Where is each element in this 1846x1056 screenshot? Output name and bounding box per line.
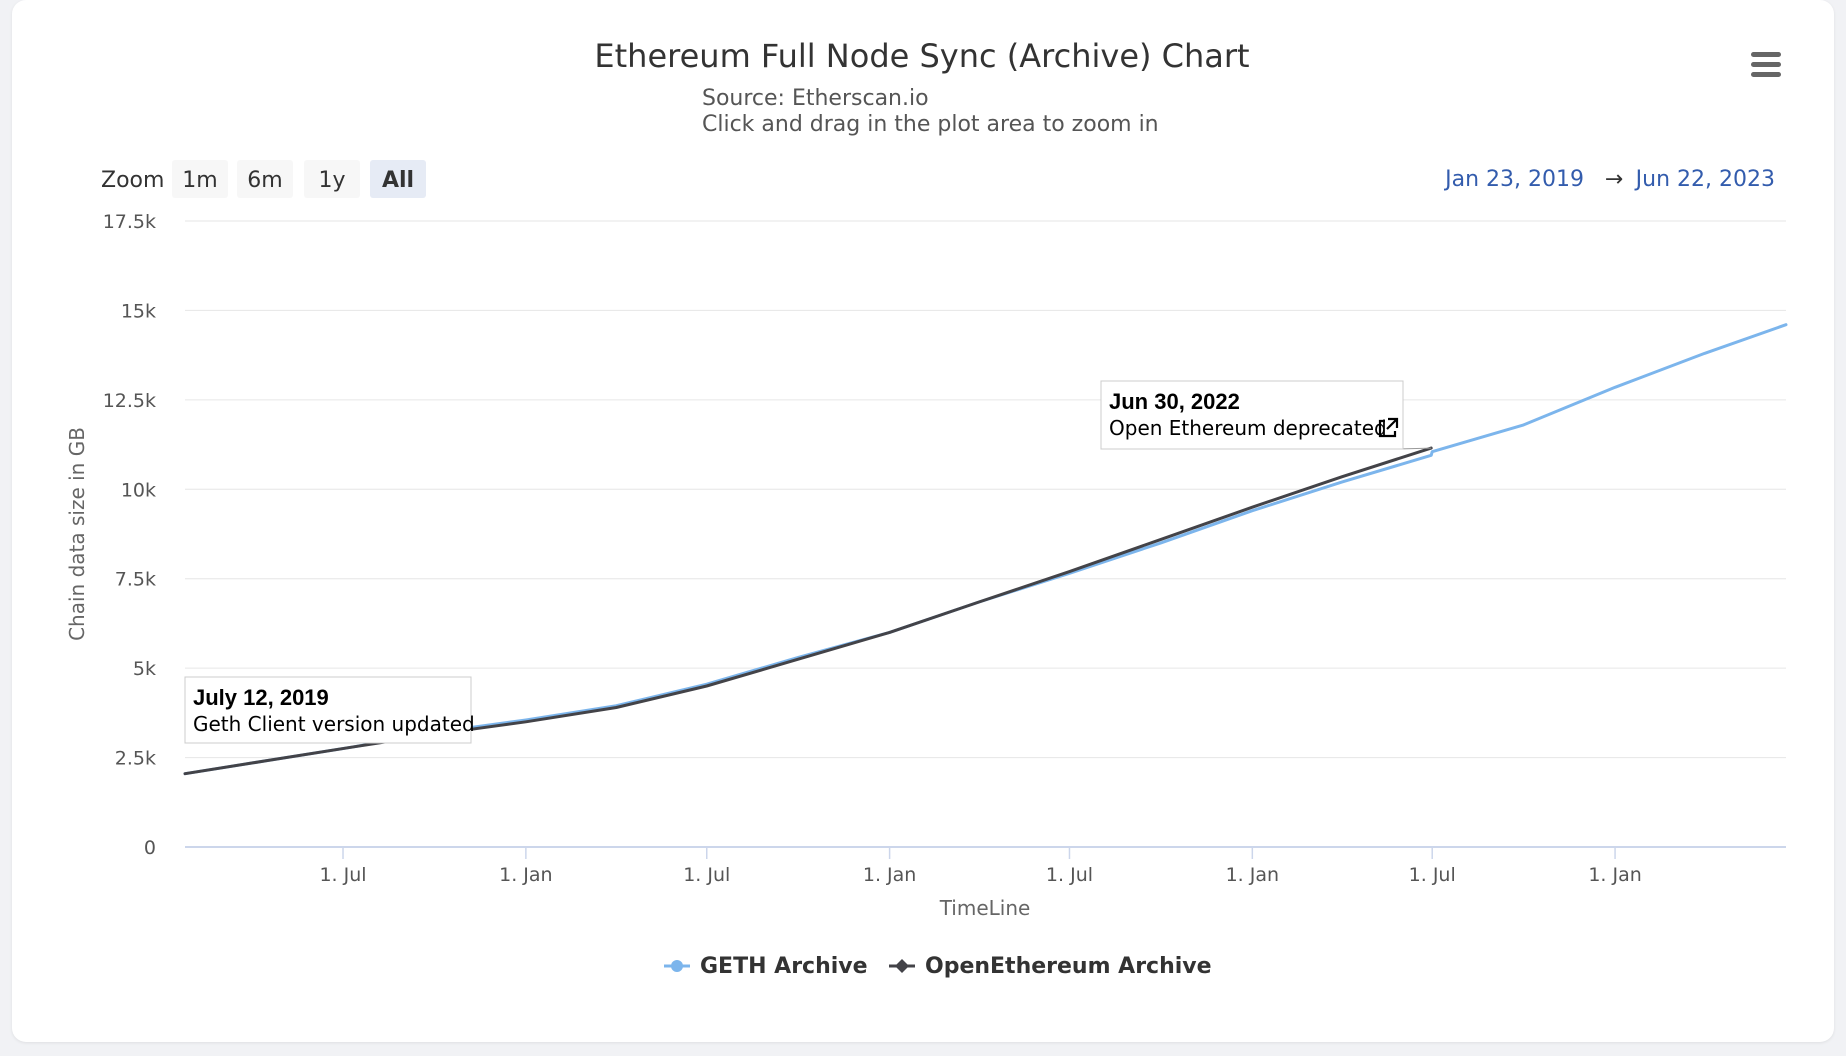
annotation-box bbox=[1100, 380, 1404, 450]
legend-geth-label: GETH Archive bbox=[700, 954, 868, 979]
zoom-button-1y[interactable]: 1y bbox=[304, 160, 360, 198]
y-tick-label: 15k bbox=[121, 300, 156, 322]
grid-lines bbox=[185, 220, 1786, 848]
hamburger-menu-icon[interactable] bbox=[1748, 48, 1784, 84]
x-tick-label: 1. Jul bbox=[1046, 864, 1093, 886]
annotation-title: July 12, 2019 bbox=[193, 685, 329, 710]
x-tick-label: 1. Jan bbox=[1588, 864, 1641, 886]
y-tick-label: 7.5k bbox=[115, 569, 156, 591]
zoom-button-6m-label: 6m bbox=[247, 168, 282, 193]
annotation-text: Geth Client version updated bbox=[193, 712, 475, 736]
chart-subtitle-source: Source: Etherscan.io bbox=[702, 86, 929, 111]
range-to-input[interactable]: Jun 22, 2023 bbox=[1634, 167, 1775, 192]
legend-openethereum-marker bbox=[895, 959, 909, 973]
x-tick-label: 1. Jul bbox=[319, 864, 366, 886]
y-tick-label: 12.5k bbox=[103, 390, 156, 412]
x-tick-label: 1. Jul bbox=[683, 864, 730, 886]
zoom-button-all[interactable]: All bbox=[370, 160, 426, 198]
zoom-label: Zoom bbox=[101, 168, 164, 193]
x-tick-label: 1. Jan bbox=[499, 864, 552, 886]
range-from-input[interactable]: Jan 23, 2019 bbox=[1443, 167, 1584, 192]
y-tick-label: 0 bbox=[144, 837, 156, 859]
zoom-button-1m[interactable]: 1m bbox=[172, 160, 228, 198]
x-axis-ticks: 1. Jul 1. Jan 1. Jul 1. Jan 1. Jul 1. Jan 1. J… bbox=[319, 847, 1642, 886]
external-link-icon[interactable] bbox=[1378, 417, 1399, 438]
zoom-button-all-label: All bbox=[382, 168, 414, 193]
y-tick-label: 5k bbox=[133, 658, 156, 680]
zoom-button-1m-label: 1m bbox=[182, 168, 217, 193]
annotation-title: Jun 30, 2022 bbox=[1109, 389, 1240, 414]
y-tick-label: 17.5k bbox=[103, 211, 156, 233]
y-axis-title: Chain data size in GB bbox=[65, 427, 89, 641]
y-tick-label: 2.5k bbox=[115, 748, 156, 770]
x-tick-label: 1. Jul bbox=[1409, 864, 1456, 886]
chart-subtitle-hint: Click and drag in the plot area to zoom … bbox=[702, 112, 1159, 137]
legend-item-geth[interactable]: GETH Archive bbox=[664, 954, 868, 979]
legend: GETH Archive OpenEthereum Archive bbox=[664, 954, 1212, 979]
range-arrow: → bbox=[1605, 167, 1623, 192]
x-tick-label: 1. Jan bbox=[1226, 864, 1279, 886]
legend-geth-marker bbox=[671, 960, 683, 972]
annotation-box bbox=[184, 676, 472, 744]
chart-title: Ethereum Full Node Sync (Archive) Chart bbox=[594, 37, 1249, 75]
legend-item-openethereum[interactable]: OpenEthereum Archive bbox=[889, 954, 1212, 979]
zoom-button-6m[interactable]: 6m bbox=[237, 160, 293, 198]
legend-openethereum-label: OpenEthereum Archive bbox=[925, 954, 1212, 979]
x-tick-label: 1. Jan bbox=[863, 864, 916, 886]
y-axis-ticks: 0 2.5k 5k 7.5k 10k 12.5k 15k 17.5k bbox=[103, 211, 156, 859]
x-axis-title: TimeLine bbox=[939, 896, 1031, 920]
zoom-button-1y-label: 1y bbox=[318, 168, 345, 193]
y-tick-label: 10k bbox=[121, 479, 156, 501]
annotation-text: Open Ethereum deprecated bbox=[1109, 416, 1387, 440]
